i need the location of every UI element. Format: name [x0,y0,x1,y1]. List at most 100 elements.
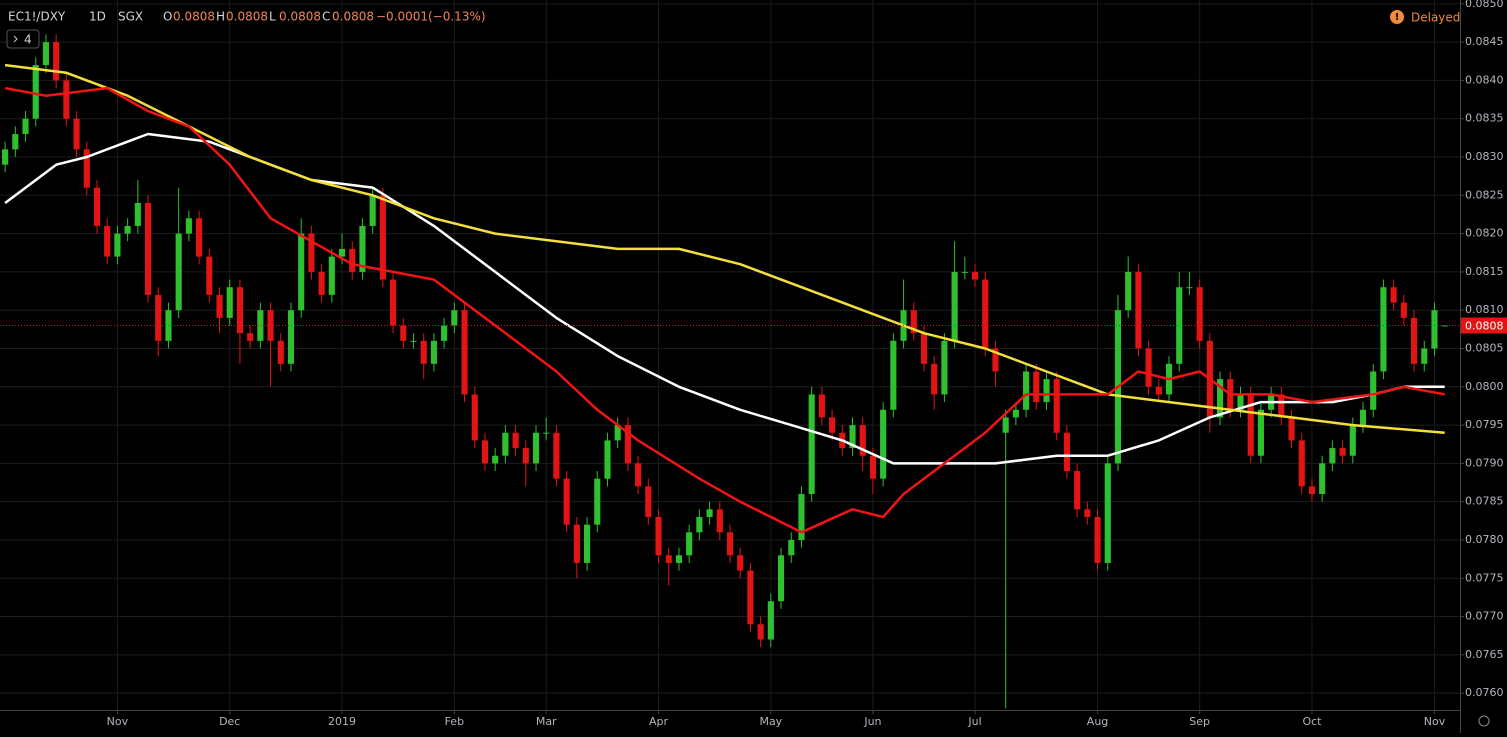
y-tick-label: 0.0830 [1465,150,1504,163]
candle-body [869,455,876,479]
x-tick-label: Nov [107,715,129,728]
candle-body [1135,271,1142,349]
candle-body [104,225,111,257]
candle-body [1359,409,1367,426]
candle-body [1431,310,1438,349]
candle-body [1421,348,1428,364]
candle-body [196,218,203,257]
indicators-button[interactable]: 4 [6,29,40,49]
x-tick-label: Apr [649,715,669,728]
candle-body [1237,394,1244,410]
candle-body [737,555,744,571]
ohlc-key: O [163,10,172,24]
candle-body [573,524,580,563]
candle-body [257,310,264,341]
candle-body [32,65,39,119]
candle-body [471,394,478,441]
candle-body [788,539,795,556]
candle-body [706,509,713,517]
candle-body [880,409,887,479]
ohlc-value: 0.0808 [332,10,374,24]
candle-body [1410,317,1418,364]
candle-body [114,233,121,257]
candle-body [604,440,611,479]
candle-body [1063,432,1070,472]
candle-body [298,233,305,311]
delayed-icon [1390,10,1404,24]
candle-body [134,202,141,226]
candle-body [1053,379,1060,433]
candle-body [328,256,335,295]
candle-body [920,333,928,364]
candle-body [451,310,458,326]
candle-body [83,149,90,188]
candle-body [910,310,917,334]
candle-body [1390,287,1397,303]
x-tick-label: Jul [967,715,981,728]
y-tick-label: 0.0850 [1465,0,1504,10]
moving-average [4,63,1445,434]
chevron-icon[interactable] [13,35,18,43]
candle-body [1033,371,1040,403]
moving-average [4,86,1445,534]
settings-icon[interactable] [1478,715,1490,727]
button-frame[interactable] [6,29,40,49]
ohlc-legend: O 0.0808 H 0.0808 L 0.0808 C 0.0808 [163,10,374,24]
candle-body [849,425,856,449]
y-tick-label: 0.0780 [1465,533,1504,546]
candle-body [1094,516,1101,563]
axes: 0.0760 0.0765 0.0770 0.0775 0.0780 0.0785 0.07… [107,0,1507,728]
candle-body [645,486,652,517]
y-tick-label: 0.0810 [1465,303,1504,316]
delayed-status[interactable]: Delayed [1411,11,1460,25]
candle-body [492,455,499,464]
y-tick-label: 0.0785 [1465,495,1504,508]
candle-body [522,448,529,464]
ohlc-value: 0.0808 [279,10,321,24]
x-tick-label: May [759,715,782,728]
y-tick-label: 0.0815 [1465,265,1504,278]
candle-body [308,233,315,272]
candle-body [798,494,805,540]
candle-body [1278,394,1285,418]
candle-body [1217,379,1224,418]
candle-body [1308,486,1316,495]
candle-body [400,325,407,341]
last-price-badge [1461,317,1507,334]
candle-body [808,394,815,495]
x-tick-label: Dec [219,715,240,728]
candle-body [1319,463,1326,495]
candle-body [829,417,836,433]
y-tick-label: 0.0835 [1465,112,1504,125]
candle-body [696,516,703,533]
candle-body [777,555,785,602]
grid [0,0,1460,710]
y-tick-label: 0.0825 [1465,188,1504,201]
candle-body [686,532,693,556]
candle-body [1155,386,1162,395]
candle-body [461,310,468,395]
candle-body [859,425,866,456]
candle-body [410,340,417,342]
candle-body [553,432,560,479]
candle-body [175,233,182,311]
ohlc-key: L [269,10,276,24]
candle-body [390,279,397,326]
x-tick-label: Aug [1087,715,1108,728]
candle-body [757,624,764,640]
candle-body [63,80,70,119]
candle-body [1186,287,1193,289]
candle-body [1257,409,1264,456]
candle-body [349,248,356,272]
change-pct: (−0.13%) [428,10,486,24]
candle-body [369,195,376,226]
y-tick-label: 0.0800 [1465,380,1504,393]
candle-body [655,516,662,556]
candle-body [441,325,448,341]
candle-body [1084,509,1091,517]
indicator-count[interactable]: 4 [24,33,32,47]
candle-body [1380,287,1387,372]
x-tick-label: Oct [1302,715,1322,728]
